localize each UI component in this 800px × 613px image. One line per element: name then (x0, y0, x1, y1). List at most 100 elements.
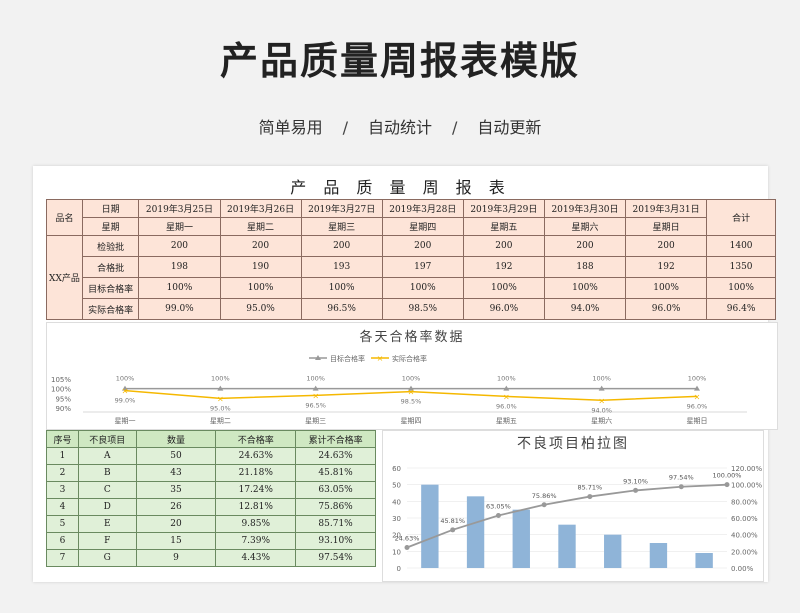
table-cell[interactable]: 43 (135, 464, 217, 482)
table-cell[interactable]: 50 (135, 447, 217, 465)
table-cell[interactable]: 15 (135, 532, 217, 550)
date-cell[interactable]: 2019年3月27日 (300, 199, 383, 218)
table-cell[interactable]: 17.24% (215, 481, 297, 499)
value-cell[interactable]: 200 (138, 235, 221, 257)
table-cell[interactable]: 4.43% (215, 549, 297, 567)
table-cell[interactable]: 3 (46, 481, 79, 499)
value-cell[interactable]: 198 (138, 256, 221, 278)
value-cell[interactable]: 96.0% (462, 298, 545, 320)
value-cell[interactable]: 99.0% (138, 298, 221, 320)
table-cell[interactable]: 21.18% (215, 464, 297, 482)
value-cell[interactable]: 94.0% (543, 298, 627, 320)
table-cell[interactable]: G (77, 549, 137, 567)
date-cell[interactable]: 2019年3月29日 (462, 199, 545, 218)
target-point (122, 385, 128, 391)
table-cell[interactable]: 20 (135, 515, 217, 533)
value-cell[interactable]: 188 (543, 256, 627, 278)
value-cell[interactable]: 100% (625, 277, 708, 299)
table-cell[interactable]: E (77, 515, 137, 533)
value-cell[interactable]: 200 (219, 235, 302, 257)
table-cell[interactable]: 63.05% (295, 481, 376, 499)
date-cell[interactable]: 2019年3月25日 (138, 199, 221, 218)
table-cell[interactable]: 9 (135, 549, 217, 567)
table-row: 1 A 50 24.63% 24.63% (46, 447, 376, 465)
table-cell[interactable]: D (77, 498, 137, 516)
actual-point: × (312, 391, 319, 400)
value-cell[interactable]: 100% (219, 277, 302, 299)
value-cell[interactable]: 98.5% (381, 298, 464, 320)
value-cell[interactable]: 96.5% (300, 298, 383, 320)
weekday-cell: 星期日 (625, 217, 708, 236)
table-cell[interactable]: 9.85% (215, 515, 297, 533)
table-cell[interactable]: 4 (46, 498, 79, 516)
x-tick-label: 星期四 (401, 417, 422, 425)
value-cell[interactable]: 100% (300, 277, 383, 299)
table-cell[interactable]: F (77, 532, 137, 550)
table-cell[interactable]: 85.71% (295, 515, 376, 533)
target-point (217, 385, 224, 391)
table-cell[interactable]: 93.10% (295, 532, 376, 550)
date-cell[interactable]: 2019年3月31日 (625, 199, 708, 218)
row-label: 合格批 (81, 256, 140, 278)
actual-point: × (503, 392, 510, 401)
table-cell[interactable]: 45.81% (295, 464, 376, 482)
legend-marker (315, 355, 321, 360)
table-cell[interactable]: 97.54% (295, 549, 376, 567)
total-cell: 1400 (706, 235, 776, 257)
date-cell[interactable]: 2019年3月28日 (381, 199, 464, 218)
weekday-cell: 星期五 (462, 217, 545, 236)
weekday-header: 星期 (81, 217, 140, 236)
value-cell[interactable]: 200 (625, 235, 708, 257)
tag-easy: 简单易用 (258, 118, 323, 137)
row-actual-rate: 实际合格率 99.0% 95.0% 96.5% 98.5% 96.0% 94.0… (47, 298, 776, 320)
value-cell[interactable]: 192 (625, 256, 708, 278)
table-row: 7 G 9 4.43% 97.54% (46, 549, 376, 567)
table-cell[interactable]: 24.63% (295, 447, 376, 465)
table-cell[interactable]: 7 (46, 549, 79, 567)
table-cell[interactable]: 24.63% (215, 447, 297, 465)
value-cell[interactable]: 96.0% (625, 298, 708, 320)
value-cell[interactable]: 193 (300, 256, 383, 278)
table-cell[interactable]: 75.86% (295, 498, 376, 516)
value-cell[interactable]: 100% (138, 277, 221, 299)
value-cell[interactable]: 200 (300, 235, 383, 257)
table-cell[interactable]: 12.81% (215, 498, 297, 516)
table-cell[interactable]: A (77, 447, 137, 465)
value-cell[interactable]: 192 (462, 256, 545, 278)
table-cell[interactable]: 7.39% (215, 532, 297, 550)
data-label: 100% (211, 375, 230, 383)
cumulative-label: 75.86% (532, 492, 557, 500)
pareto-chart: 不良项目柏拉图 0 10 20 30 40 50 60 0.00% 20.00% 40.00% 60… (382, 430, 764, 582)
table-cell[interactable]: 6 (46, 532, 79, 550)
table-cell[interactable]: 26 (135, 498, 217, 516)
actual-point: × (122, 387, 129, 396)
value-cell[interactable]: 200 (462, 235, 545, 257)
table-cell[interactable]: B (77, 464, 137, 482)
table-cell[interactable]: 2 (46, 464, 79, 482)
table-cell[interactable]: 35 (135, 481, 217, 499)
date-cell[interactable]: 2019年3月30日 (543, 199, 627, 218)
weekday-cell: 星期四 (381, 217, 464, 236)
value-cell[interactable]: 197 (381, 256, 464, 278)
data-label: 98.5% (401, 398, 422, 406)
data-label: 96.0% (687, 402, 708, 410)
value-cell[interactable]: 200 (543, 235, 627, 257)
data-label: 94.0% (591, 406, 612, 414)
y-tick-label: 90% (55, 405, 71, 413)
value-cell[interactable]: 100% (381, 277, 464, 299)
y-tick-label: 60 (392, 465, 401, 473)
table-cell[interactable]: 1 (46, 447, 79, 465)
weekday-cell: 星期一 (138, 217, 221, 236)
defect-table: 序号 不良项目 数量 不合格率 累计不合格率 1 A 50 24.63% 24.63% 2… (46, 430, 376, 567)
value-cell[interactable]: 200 (381, 235, 464, 257)
table-cell[interactable]: 5 (46, 515, 79, 533)
row-label: 目标合格率 (81, 277, 140, 299)
value-cell[interactable]: 100% (462, 277, 545, 299)
value-cell[interactable]: 95.0% (219, 298, 302, 320)
tag-separator: / (342, 118, 348, 137)
value-cell[interactable]: 100% (543, 277, 627, 299)
value-cell[interactable]: 190 (219, 256, 302, 278)
product-name-cell[interactable]: XX产品 (46, 235, 83, 320)
table-cell[interactable]: C (77, 481, 137, 499)
date-cell[interactable]: 2019年3月26日 (219, 199, 302, 218)
